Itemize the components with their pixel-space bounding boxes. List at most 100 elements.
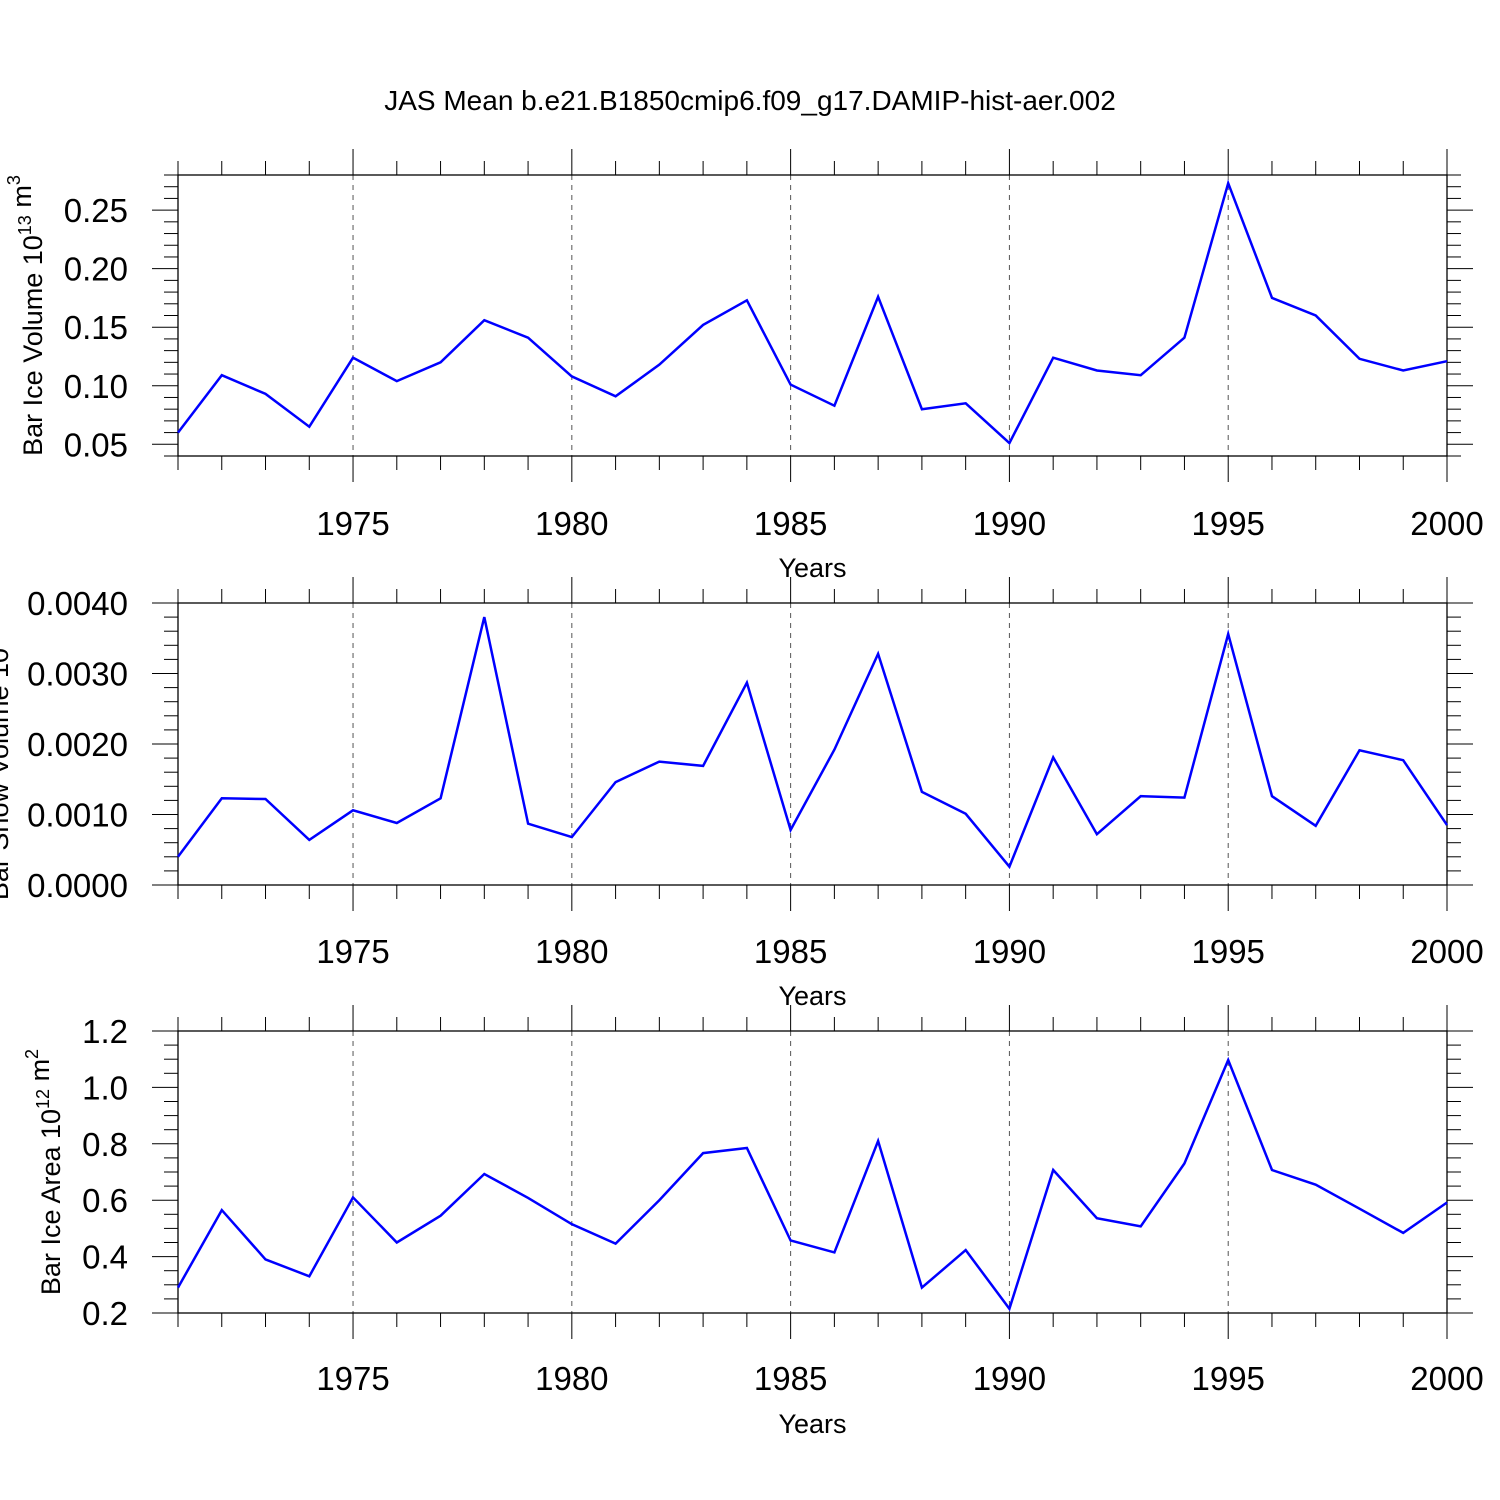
x-tick-label: 1975 (316, 505, 389, 542)
data-point (570, 374, 574, 378)
data-point (920, 407, 924, 411)
data-point (1314, 1183, 1318, 1187)
y-tick-label: 0.6 (82, 1182, 128, 1219)
y-tick-label: 0.8 (82, 1126, 128, 1163)
data-point (1007, 1307, 1011, 1311)
x-tick-label: 2000 (1410, 505, 1483, 542)
data-point (1226, 632, 1230, 636)
x-axis-title: Years (778, 981, 846, 1011)
x-tick-label: 1980 (535, 933, 608, 970)
data-point (1445, 823, 1449, 827)
panels: 0.05 0.10 0.15 0.20 0.25 1975 1980 1985 1990 1995… (0, 149, 1484, 1439)
y-tick-label: 0.25 (64, 192, 128, 229)
data-point (920, 1286, 924, 1290)
x-tick-label: 1990 (973, 933, 1046, 970)
data-point (1182, 796, 1186, 800)
plot-frame (177, 1030, 1448, 1314)
data-point (876, 1139, 880, 1143)
y-tick-label: 0.0010 (27, 797, 128, 834)
y-tick-label: 0.20 (64, 251, 128, 288)
y-tick-label: 1.2 (82, 1013, 128, 1050)
data-point (395, 379, 399, 383)
y-tick-label: 0.15 (64, 309, 128, 346)
data-point (964, 812, 968, 816)
data-point (220, 1208, 224, 1212)
data-point (1357, 748, 1361, 752)
y-axis-title: Bar Ice Volume 1013 m3 (4, 175, 48, 456)
data-point (876, 295, 880, 299)
data-point (789, 383, 793, 387)
data-point (657, 760, 661, 764)
data-point (1095, 1216, 1099, 1220)
data-point (1226, 181, 1230, 185)
data-point (876, 652, 880, 656)
data-point (701, 764, 705, 768)
y-tick-label: 0.2 (82, 1295, 128, 1332)
x-tick-label: 1990 (973, 1360, 1046, 1397)
data-point (307, 1274, 311, 1278)
data-point (1139, 1224, 1143, 1228)
data-point (439, 796, 443, 800)
data-point (395, 1241, 399, 1245)
x-tick-label: 1980 (535, 1360, 608, 1397)
data-point (482, 1172, 486, 1176)
data-point (1401, 758, 1405, 762)
data-point (964, 401, 968, 405)
x-tick-label: 1985 (754, 933, 827, 970)
data-point (570, 835, 574, 839)
figure-title: JAS Mean b.e21.B1850cmip6.f09_g17.DAMIP-… (384, 85, 1116, 116)
data-point (176, 431, 180, 435)
data-point (351, 1195, 355, 1199)
data-point (1445, 359, 1449, 363)
x-tick-label: 1985 (754, 1360, 827, 1397)
data-point (1226, 1058, 1230, 1062)
x-tick-label: 1985 (754, 505, 827, 542)
data-point (1314, 314, 1318, 318)
data-point (701, 323, 705, 327)
data-point (614, 394, 618, 398)
plot-frame (177, 174, 1448, 457)
data-point (439, 1214, 443, 1218)
data-point (1445, 1200, 1449, 1204)
y-tick-label: 0.0030 (27, 656, 128, 693)
data-point (264, 797, 268, 801)
data-point (614, 780, 618, 784)
data-point (832, 404, 836, 408)
y-tick-label: 0.4 (82, 1239, 128, 1276)
series-line (177, 179, 1448, 446)
x-tick-label: 1975 (316, 933, 389, 970)
x-tick-label: 1980 (535, 505, 608, 542)
data-point (745, 298, 749, 302)
data-point (745, 1146, 749, 1150)
x-tick-label: 1995 (1191, 505, 1264, 542)
data-point (1270, 1168, 1274, 1172)
chart-panel-1: 0.05 0.10 0.15 0.20 0.25 1975 1980 1985 1990 1995… (4, 149, 1484, 583)
x-tick-label: 1975 (316, 1360, 389, 1397)
y-tick-label: 0.0000 (27, 867, 128, 904)
y-tick-label: 1.0 (82, 1069, 128, 1106)
data-point (1051, 755, 1055, 759)
data-point (307, 425, 311, 429)
data-point (482, 318, 486, 322)
data-point (1139, 373, 1143, 377)
data-point (657, 1198, 661, 1202)
y-tick-label: 0.05 (64, 426, 128, 463)
x-axis-title: Years (778, 553, 846, 583)
y-axis-title: Bar Ice Area 1012 m2 (22, 1049, 66, 1295)
data-point (1314, 824, 1318, 828)
chart-panel-2: 0.0000 0.0010 0.0020 0.0030 0.0040 1975 1980 19… (0, 577, 1484, 1011)
data-point (614, 1242, 618, 1246)
chart-panel-3: 0.2 0.4 0.6 0.8 1.0 1.2 1975 1980 1985 1990 1995 20… (22, 1005, 1484, 1439)
y-tick-label: 0.0020 (27, 726, 128, 763)
data-point (1270, 296, 1274, 300)
y-tick-label: 0.10 (64, 368, 128, 405)
data-point (570, 1222, 574, 1226)
data-point (176, 855, 180, 859)
data-point (789, 828, 793, 832)
data-point (1357, 1207, 1361, 1211)
data-point (1095, 832, 1099, 836)
data-point (964, 1248, 968, 1252)
data-point (1401, 1231, 1405, 1235)
x-tick-label: 2000 (1410, 1360, 1483, 1397)
y-tick-label: 0.0040 (27, 585, 128, 622)
